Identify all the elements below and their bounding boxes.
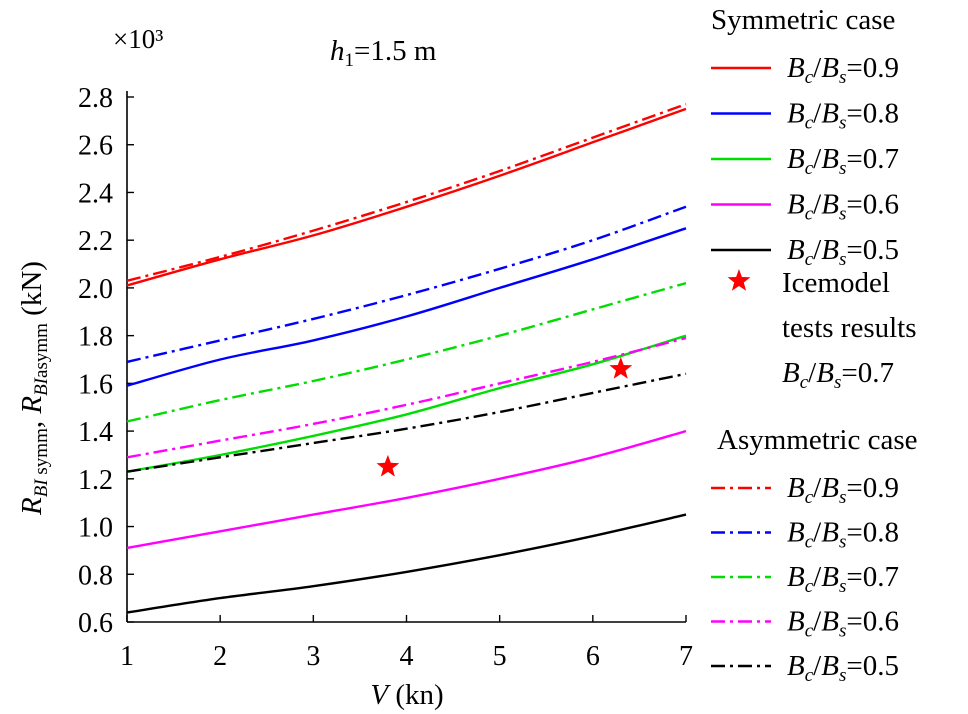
- y-tick-label: 1.2: [78, 465, 113, 496]
- y-tick-label: 2.2: [78, 226, 113, 257]
- series-line-symmetric-bc-bs-0-8: [126, 227, 687, 387]
- series-line-asymmetric-bc-bs-0-7: [126, 281, 687, 423]
- y-tick-label: 2.4: [78, 178, 113, 209]
- legend-label-asymmetric-bc-bs-0-9: Bc/Bs=0.9: [787, 472, 899, 508]
- legend-symmetric-entries: Bc/Bs=0.9 Bc/Bs=0.8 Bc/Bs=0.7 Bc/Bs=0.6 Bc/B…: [711, 52, 899, 270]
- x-tick-label: 2: [213, 641, 227, 672]
- icemodel-test-star: [376, 454, 400, 477]
- series-line-asymmetric-bc-bs-0-5: [126, 372, 687, 473]
- legend-icemodel-ratio: Bc/Bs=0.7: [782, 357, 894, 393]
- y-tick-label: 0.6: [78, 608, 113, 639]
- series-line-symmetric-bc-bs-0-6: [126, 429, 687, 550]
- scale-label: ×10³: [113, 24, 163, 54]
- x-tick-label: 5: [493, 641, 507, 672]
- y-axis-label: RBI symm, RBIasymm (kN): [16, 261, 52, 516]
- legend-icemodel-star: [727, 269, 751, 291]
- y-tick-label: 2.6: [78, 131, 113, 162]
- series-line-asymmetric-bc-bs-0-6: [126, 336, 687, 459]
- series-line-symmetric-bc-bs-0-5: [126, 513, 687, 614]
- legend-label-asymmetric-bc-bs-0-8: Bc/Bs=0.8: [787, 517, 899, 553]
- legend-asymmetric-title: Asymmetric case: [717, 424, 918, 456]
- chart-title: h1=1.5 m: [330, 35, 437, 71]
- series-line-symmetric-bc-bs-0-7: [126, 334, 687, 473]
- legend-label-asymmetric-bc-bs-0-7: Bc/Bs=0.7: [787, 561, 899, 597]
- legend-icemodel-line1: Icemodel: [782, 267, 890, 299]
- y-tick-label: 1.8: [78, 322, 113, 353]
- series-line-asymmetric-bc-bs-0-9: [126, 103, 687, 282]
- y-tick-label: 0.8: [78, 560, 113, 591]
- y-tick-label: 2.8: [78, 83, 113, 114]
- legend-label-symmetric-bc-bs-0-5: Bc/Bs=0.5: [787, 234, 899, 270]
- x-tick-label: 1: [120, 641, 134, 672]
- legend-symmetric-title: Symmetric case: [711, 4, 895, 36]
- x-axis-label: V (kn): [370, 679, 443, 711]
- y-tick-label: 1.6: [78, 369, 113, 400]
- legend-label-symmetric-bc-bs-0-8: Bc/Bs=0.8: [787, 98, 899, 134]
- legend-asymmetric-entries: Bc/Bs=0.9 Bc/Bs=0.8 Bc/Bs=0.7 Bc/Bs=0.6 Bc/B…: [711, 472, 899, 686]
- y-tick-label: 1.4: [78, 417, 113, 448]
- legend: Symmetric case Bc/Bs=0.9Bc/Bs=0.8Bc/Bs=0…: [711, 4, 918, 686]
- legend-label-asymmetric-bc-bs-0-6: Bc/Bs=0.6: [787, 606, 899, 642]
- x-tick-label: 6: [586, 641, 600, 672]
- x-tick-label: 3: [306, 641, 320, 672]
- marker-group: [376, 357, 633, 477]
- legend-label-symmetric-bc-bs-0-9: Bc/Bs=0.9: [787, 52, 899, 88]
- x-tick-label: 7: [679, 641, 693, 672]
- series-line-symmetric-bc-bs-0-9: [126, 107, 687, 287]
- series-group: [126, 103, 687, 614]
- series-line-asymmetric-bc-bs-0-8: [126, 205, 687, 364]
- y-tick-label: 1.0: [78, 513, 113, 544]
- legend-label-symmetric-bc-bs-0-7: Bc/Bs=0.7: [787, 143, 899, 179]
- icemodel-test-star: [609, 357, 633, 379]
- legend-icemodel-line2: tests results: [782, 312, 917, 344]
- legend-label-asymmetric-bc-bs-0-5: Bc/Bs=0.5: [787, 650, 899, 686]
- legend-label-symmetric-bc-bs-0-6: Bc/Bs=0.6: [787, 189, 899, 225]
- x-tick-label: 4: [400, 641, 414, 672]
- axes: 0.6 0.8 1.0 1.2 1.4 1.6 1.8 2.0 2.2 2.4 2.6 2.8 1 2 3 4…: [78, 83, 693, 672]
- y-tick-label: 2.0: [78, 274, 113, 305]
